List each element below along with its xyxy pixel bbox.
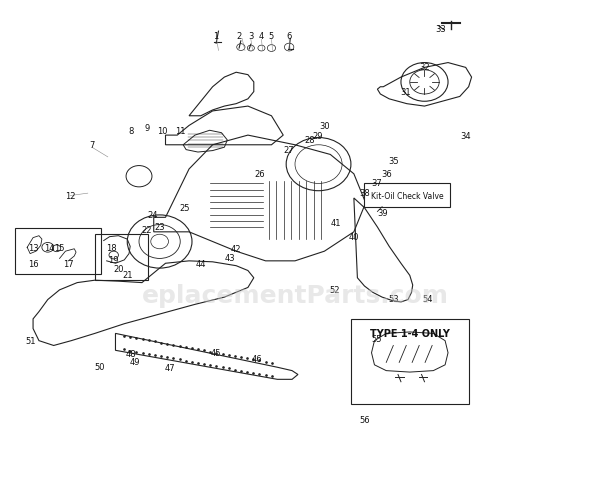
Text: 14: 14 [44,243,54,252]
Text: 6: 6 [286,32,292,41]
Text: 10: 10 [158,126,168,136]
Text: 31: 31 [401,88,411,97]
Text: 25: 25 [179,204,189,212]
Bar [365,184,450,207]
Text: 32: 32 [419,63,430,72]
Bar [95,235,148,281]
Text: 49: 49 [130,357,140,366]
Text: Kit-Oil Check Valve: Kit-Oil Check Valve [371,191,444,200]
Text: 22: 22 [142,226,152,234]
Text: 19: 19 [109,256,119,265]
Text: 40: 40 [349,233,359,242]
Text: 43: 43 [225,254,235,262]
Text: 27: 27 [284,146,294,155]
Text: 12: 12 [65,192,76,201]
Text: 34: 34 [460,131,471,140]
Text: 51: 51 [25,336,35,346]
Text: 45: 45 [210,348,221,358]
Text: 50: 50 [94,362,105,371]
Text: 47: 47 [165,363,176,372]
Text: 44: 44 [195,259,206,268]
Text: 24: 24 [148,211,158,220]
Text: eplacementParts.com: eplacementParts.com [142,283,448,307]
Text: 56: 56 [359,415,370,424]
Text: 15: 15 [54,243,65,252]
Text: 21: 21 [122,271,133,279]
Bar [351,319,468,404]
Text: 9: 9 [144,124,149,133]
Text: 39: 39 [377,209,388,217]
Text: 16: 16 [28,259,38,268]
Text: 54: 54 [422,294,432,303]
Text: 33: 33 [435,25,447,34]
Text: 29: 29 [312,131,323,140]
Text: 11: 11 [175,126,185,136]
Text: 53: 53 [389,294,399,303]
Text: 13: 13 [28,243,38,252]
Text: 37: 37 [371,179,382,188]
Text: 1: 1 [213,32,218,41]
Text: 41: 41 [331,218,342,227]
Text: 26: 26 [254,170,265,179]
Text: 20: 20 [113,264,124,273]
Text: 8: 8 [129,126,134,136]
Text: 7: 7 [89,141,94,150]
Text: 3: 3 [248,32,254,41]
Text: TYPE 1-4 ONLY: TYPE 1-4 ONLY [370,328,450,338]
Text: 35: 35 [389,156,399,166]
Text: 28: 28 [304,136,315,145]
Text: 55: 55 [371,334,382,343]
Text: 30: 30 [319,121,330,131]
Text: 48: 48 [126,349,137,359]
Text: 17: 17 [63,259,74,268]
Text: 18: 18 [106,243,117,252]
Text: 52: 52 [330,286,340,295]
Text: 36: 36 [381,170,392,179]
Text: 5: 5 [269,32,274,41]
Text: 2: 2 [237,32,242,41]
Text: 38: 38 [359,188,370,197]
Bar [15,229,101,275]
Text: 42: 42 [231,245,241,254]
Text: 4: 4 [259,32,264,41]
Text: 23: 23 [155,223,165,232]
Text: 46: 46 [251,354,262,363]
